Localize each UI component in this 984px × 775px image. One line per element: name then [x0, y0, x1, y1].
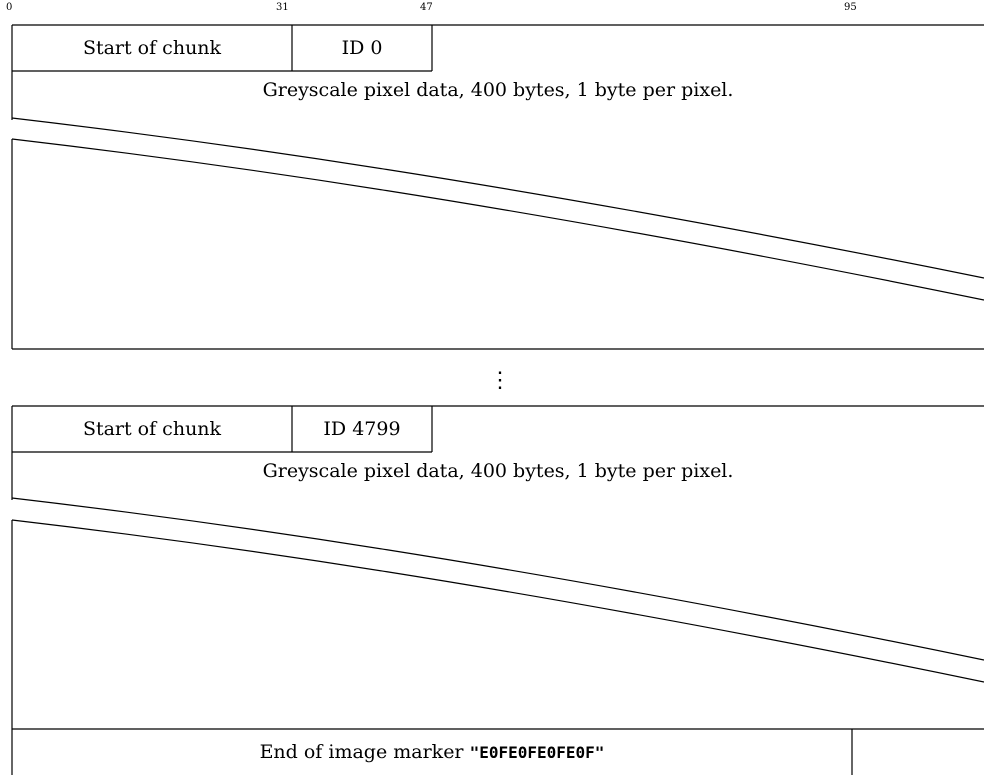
field-chunk-id: ID 0 [341, 37, 383, 59]
bit-label-0: 0 [6, 2, 13, 13]
field-start-of-chunk: Start of chunk [82, 37, 222, 59]
field-chunk-id-last: ID 4799 [323, 418, 401, 440]
field-end-of-image-marker: End of image marker "E0FE0FE0FE0F" [12, 729, 852, 775]
field-start-of-chunk-last: Start of chunk [82, 418, 222, 440]
bit-label-31: 31 [276, 2, 289, 13]
bit-label-47: 47 [420, 2, 433, 13]
bit-label-95: 95 [844, 2, 857, 13]
end-marker-value: "E0FE0FE0FE0F" [469, 742, 605, 762]
vertical-ellipsis: ⋮ [489, 367, 511, 393]
end-marker-label: End of image marker [259, 741, 470, 763]
field-pixel-data: Greyscale pixel data, 400 bytes, 1 byte … [262, 79, 734, 101]
field-pixel-data-last: Greyscale pixel data, 400 bytes, 1 byte … [262, 460, 734, 482]
